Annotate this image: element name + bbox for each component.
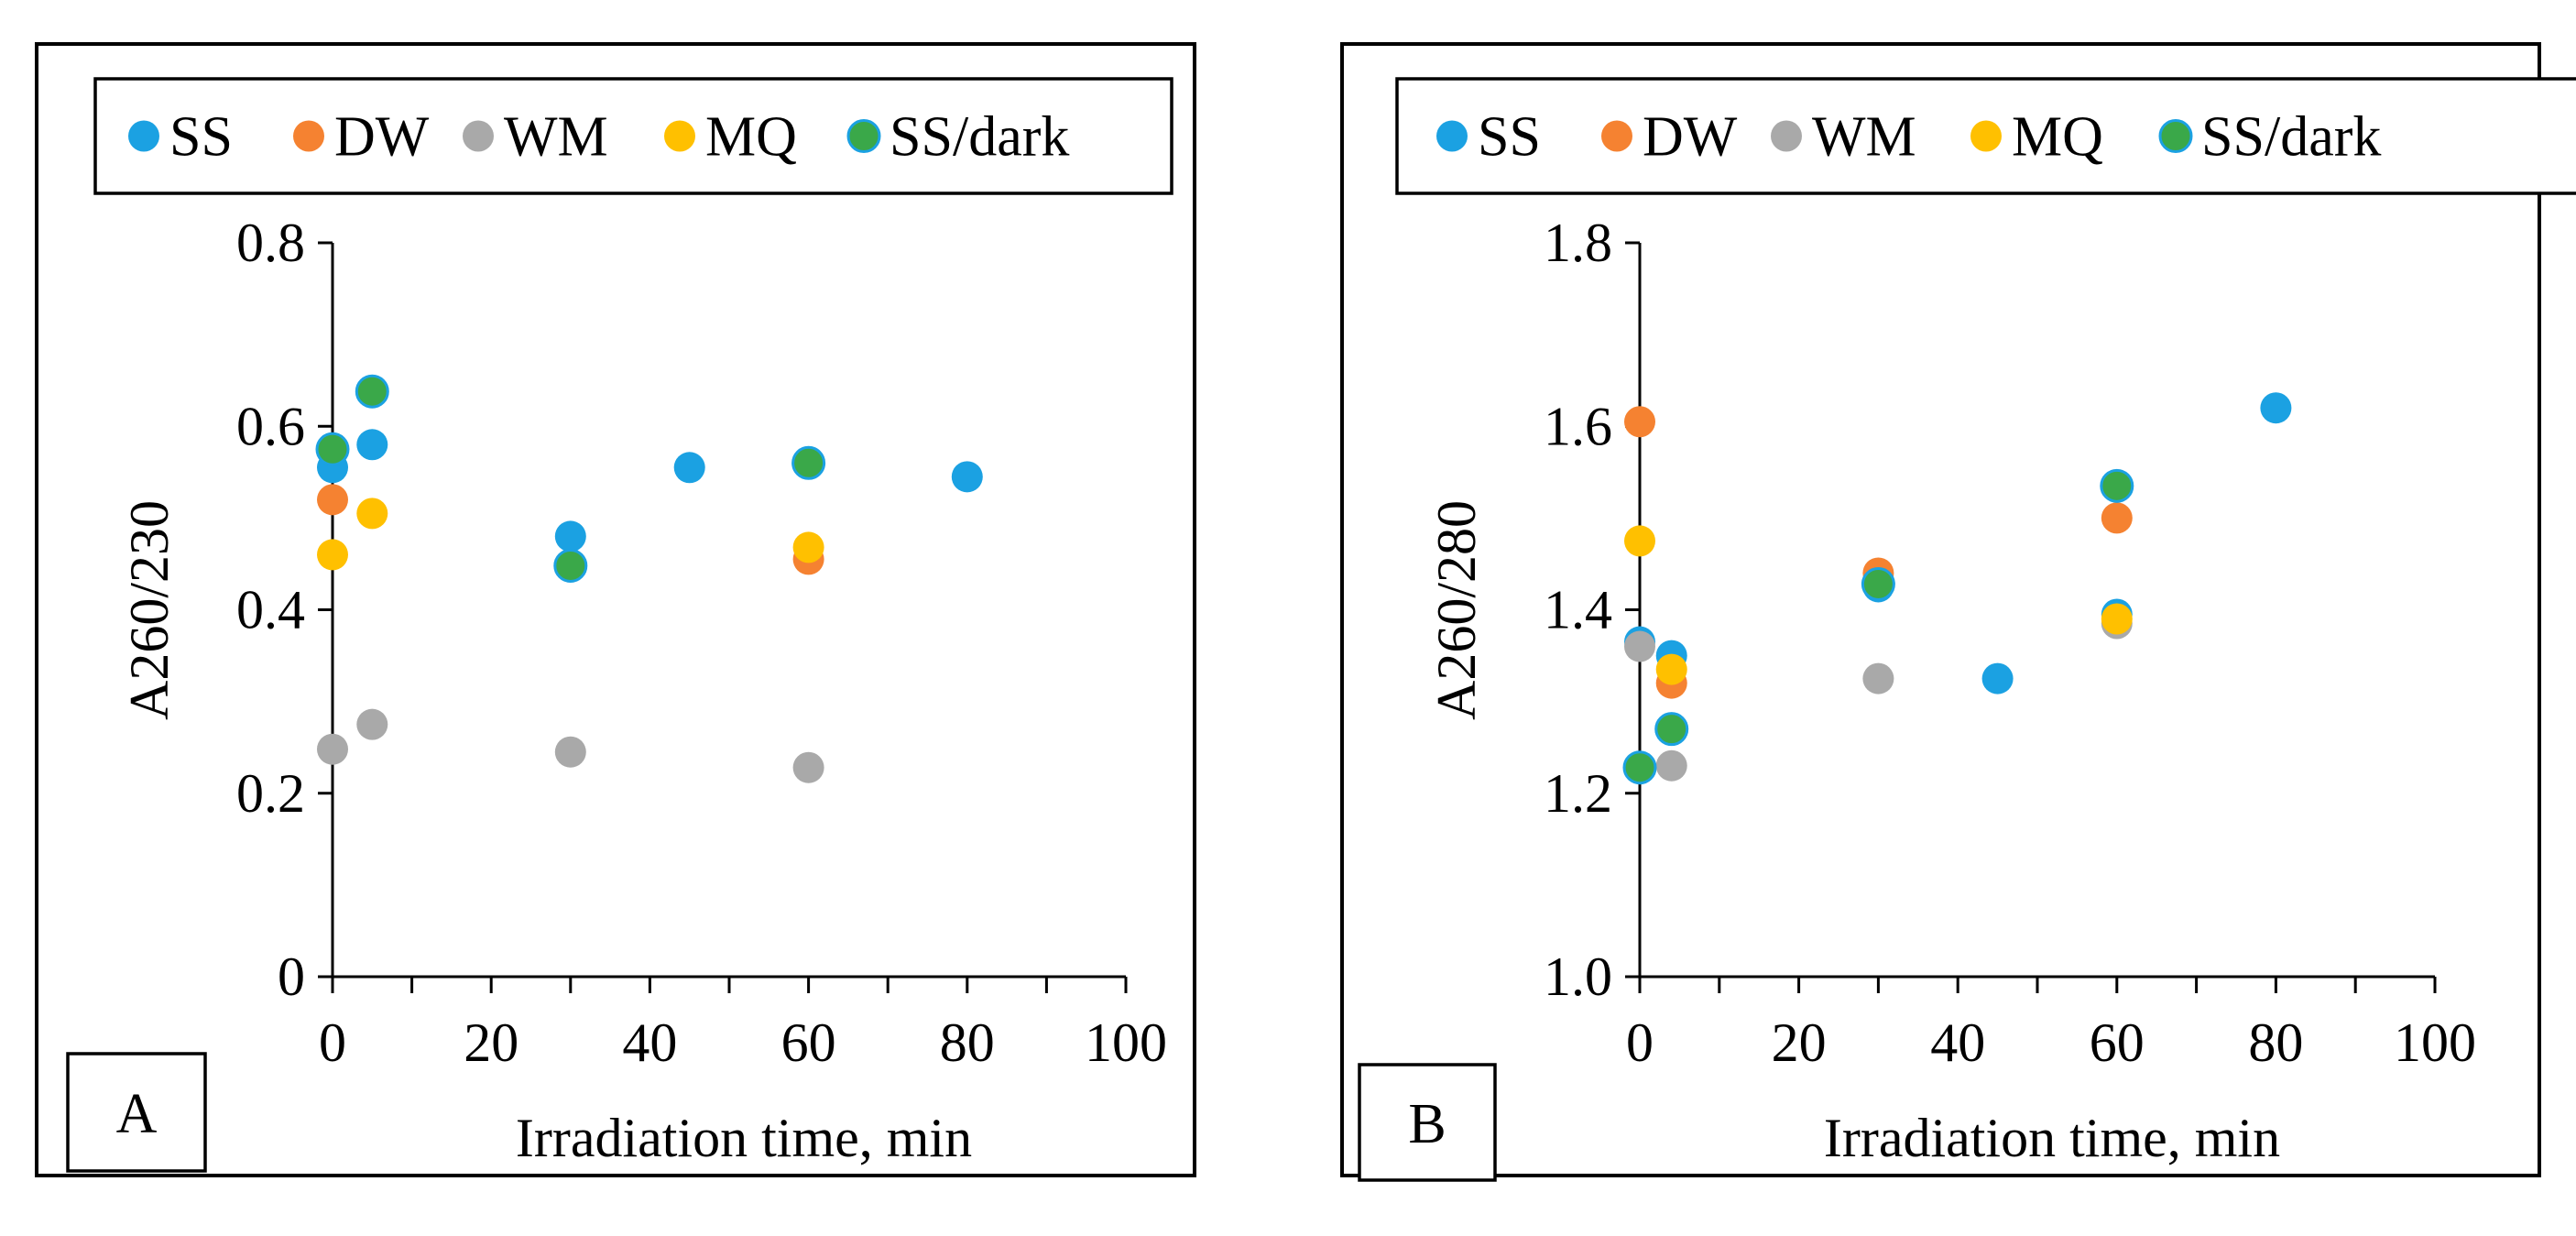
y-tick-label: 1.0 bbox=[1544, 946, 1612, 1007]
panel-letter: A bbox=[116, 1083, 158, 1145]
legend-label-mq: MQ bbox=[2012, 106, 2103, 169]
data-point-mq bbox=[317, 539, 348, 571]
legend-marker-dw bbox=[1601, 120, 1632, 152]
legend-label-dw: DW bbox=[334, 106, 430, 169]
legend-label-ss-dark: SS/dark bbox=[890, 106, 1069, 169]
data-point-ss-dark bbox=[2100, 468, 2134, 503]
legend-label-ss: SS bbox=[169, 106, 233, 169]
data-point-wm bbox=[356, 708, 388, 740]
legend-marker-ss-dark bbox=[2158, 119, 2193, 153]
x-tick-label: 100 bbox=[1085, 1012, 1167, 1073]
data-point-ss-dark bbox=[315, 432, 350, 466]
data-point-mq bbox=[356, 498, 388, 530]
data-point-ss-dark bbox=[1654, 712, 1689, 747]
data-point-mq bbox=[792, 531, 824, 563]
series-ss-dark bbox=[315, 374, 826, 583]
panel-letter-box: B bbox=[1358, 1063, 1497, 1182]
series-ss-dark bbox=[1622, 468, 2134, 785]
legend: SS DW WM MQ SS/dark bbox=[1395, 77, 2576, 195]
series-mq bbox=[317, 498, 824, 571]
data-point-wm bbox=[1862, 662, 1894, 695]
legend-label-wm: WM bbox=[1812, 106, 1916, 169]
legend-marker-mq bbox=[1970, 120, 2002, 152]
legend: SS DW WM MQ SS/dark bbox=[93, 77, 1173, 195]
y-tick-label: 0.8 bbox=[236, 213, 305, 273]
y-tick-label: 1.4 bbox=[1544, 580, 1612, 640]
x-axis-title: Irradiation time, min bbox=[1824, 1108, 2280, 1168]
x-tick-label: 40 bbox=[622, 1012, 677, 1073]
legend-label-dw: DW bbox=[1643, 106, 1738, 169]
data-point-wm bbox=[554, 736, 586, 768]
series-mq bbox=[1624, 525, 2133, 685]
data-point-mq bbox=[1655, 653, 1687, 685]
y-axis-title: A260/230 bbox=[119, 500, 180, 720]
x-tick-label: 80 bbox=[940, 1012, 995, 1073]
legend-marker-wm bbox=[463, 120, 494, 152]
y-tick-label: 1.6 bbox=[1544, 396, 1612, 456]
legend-marker-wm bbox=[1771, 120, 1802, 152]
x-tick-label: 80 bbox=[2248, 1012, 2303, 1073]
panel-letter-frame bbox=[1358, 1063, 1497, 1182]
legend-label-wm: WM bbox=[504, 106, 608, 169]
legend-marker-ss bbox=[1436, 120, 1468, 152]
panel-b: 1.0 1.2 1.4 1.6 1.8 0 20 40 60 80 100 Irradiation t… bbox=[1340, 42, 2576, 1182]
y-tick-label: 0.4 bbox=[236, 580, 305, 640]
data-point-ss bbox=[673, 452, 705, 484]
panel-frame bbox=[35, 42, 1196, 1177]
x-tick-label: 40 bbox=[1930, 1012, 1985, 1073]
y-tick-label: 1.8 bbox=[1544, 213, 1612, 273]
data-point-ss-dark bbox=[553, 548, 588, 583]
data-point-dw bbox=[2101, 502, 2133, 534]
data-point-wm bbox=[1655, 749, 1687, 782]
series-wm bbox=[317, 708, 824, 783]
data-point-ss-dark bbox=[1622, 750, 1657, 785]
y-tick-label: 1.2 bbox=[1544, 763, 1612, 824]
y-tick-label: 0.6 bbox=[236, 396, 305, 456]
data-point-ss bbox=[1981, 662, 2014, 695]
legend-label-ss-dark: SS/dark bbox=[2201, 106, 2381, 169]
data-point-dw bbox=[317, 484, 348, 516]
x-tick-label: 60 bbox=[2090, 1012, 2145, 1073]
data-point-wm bbox=[792, 751, 824, 783]
legend-label-mq: MQ bbox=[705, 106, 797, 169]
data-point-wm bbox=[1624, 630, 1655, 662]
legend-label-ss: SS bbox=[1478, 106, 1541, 169]
data-point-ss-dark bbox=[355, 374, 389, 409]
panel-letter: B bbox=[1408, 1093, 1446, 1155]
x-tick-label: 20 bbox=[464, 1012, 518, 1073]
data-point-ss-dark bbox=[791, 445, 826, 480]
y-tick-label: 0 bbox=[278, 946, 305, 1007]
panel-frame bbox=[1340, 42, 2541, 1177]
data-point-wm bbox=[317, 733, 348, 765]
legend-box bbox=[93, 77, 1173, 195]
data-point-ss bbox=[2260, 392, 2292, 424]
x-tick-label: 60 bbox=[781, 1012, 836, 1073]
legend-marker-mq bbox=[664, 120, 695, 152]
x-axis-title: Irradiation time, min bbox=[516, 1108, 972, 1168]
y-axis-title: A260/280 bbox=[1426, 500, 1487, 720]
y-tick-label: 0.2 bbox=[236, 763, 305, 824]
data-point-ss bbox=[554, 520, 586, 552]
data-point-ss bbox=[356, 429, 388, 461]
x-tick-label: 20 bbox=[1772, 1012, 1827, 1073]
x-tick-label: 0 bbox=[319, 1012, 346, 1073]
data-point-mq bbox=[2101, 603, 2133, 635]
panel-letter-frame bbox=[66, 1052, 207, 1173]
panel-letter-box: A bbox=[66, 1052, 207, 1173]
panel-a: 0 0.2 0.4 0.6 0.8 0 20 40 60 80 100 Irradiation tim… bbox=[35, 42, 1196, 1177]
legend-marker-dw bbox=[293, 120, 324, 152]
legend-marker-ss-dark bbox=[846, 119, 881, 153]
x-tick-label: 0 bbox=[1626, 1012, 1654, 1073]
data-point-ss bbox=[951, 461, 983, 493]
legend-marker-ss bbox=[128, 120, 159, 152]
data-point-mq bbox=[1624, 525, 1655, 557]
data-point-dw bbox=[1624, 406, 1655, 438]
data-point-ss-dark bbox=[1861, 566, 1895, 601]
x-tick-label: 100 bbox=[2394, 1012, 2476, 1073]
